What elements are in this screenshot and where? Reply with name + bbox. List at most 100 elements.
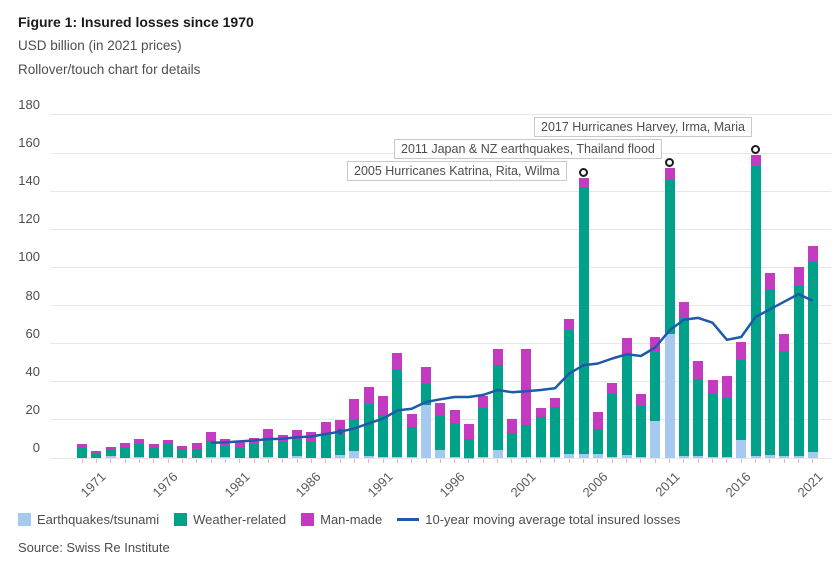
bar-2008-earthquakes-tsunami[interactable]	[621, 455, 632, 458]
bar-2003-man-made[interactable]	[549, 398, 560, 407]
bar-1977-weather-related[interactable]	[177, 449, 188, 458]
bar-2015-man-made[interactable]	[721, 376, 732, 398]
bar-1980-weather-related[interactable]	[220, 445, 231, 458]
bar-1987-weather-related[interactable]	[320, 433, 331, 458]
bar-2003-weather-related[interactable]	[549, 406, 560, 458]
bar-1986-weather-related[interactable]	[306, 440, 317, 458]
bar-2008-man-made[interactable]	[621, 337, 632, 357]
bar-2010-man-made[interactable]	[650, 336, 661, 353]
bar-1978-weather-related[interactable]	[191, 449, 202, 458]
bar-1983-earthquakes-tsunami[interactable]	[263, 456, 274, 458]
bar-2007-weather-related[interactable]	[607, 393, 618, 458]
bar-1972-weather-related[interactable]	[105, 449, 116, 457]
bar-1973-weather-related[interactable]	[120, 447, 131, 458]
bar-2017-man-made[interactable]	[750, 154, 761, 167]
bar-2006-weather-related[interactable]	[592, 429, 603, 455]
bar-2015-earthquakes-tsunami[interactable]	[721, 457, 732, 459]
bar-1984-man-made[interactable]	[277, 434, 288, 443]
bar-2013-earthquakes-tsunami[interactable]	[693, 456, 704, 458]
bar-2020-man-made[interactable]	[793, 267, 804, 287]
bar-2010-weather-related[interactable]	[650, 352, 661, 421]
bar-2016-man-made[interactable]	[736, 341, 747, 360]
bar-2014-earthquakes-tsunami[interactable]	[707, 457, 718, 459]
bar-1999-man-made[interactable]	[492, 349, 503, 365]
bar-2005-earthquakes-tsunami[interactable]	[578, 454, 589, 458]
bar-2013-weather-related[interactable]	[693, 378, 704, 457]
bar-2000-man-made[interactable]	[506, 419, 517, 434]
bar-2014-man-made[interactable]	[707, 380, 718, 394]
bar-2002-earthquakes-tsunami[interactable]	[535, 457, 546, 459]
bar-1973-man-made[interactable]	[120, 442, 131, 448]
bar-2006-man-made[interactable]	[592, 412, 603, 430]
bar-1985-weather-related[interactable]	[292, 438, 303, 456]
bar-1985-man-made[interactable]	[292, 429, 303, 439]
bar-1989-weather-related[interactable]	[349, 419, 360, 452]
bar-1976-earthquakes-tsunami[interactable]	[163, 457, 174, 459]
bar-2021-man-made[interactable]	[807, 246, 818, 262]
bar-1996-man-made[interactable]	[449, 409, 460, 424]
bar-2008-weather-related[interactable]	[621, 356, 632, 456]
bar-1995-earthquakes-tsunami[interactable]	[435, 450, 446, 458]
bar-2007-earthquakes-tsunami[interactable]	[607, 457, 618, 459]
bar-1999-earthquakes-tsunami[interactable]	[492, 450, 503, 458]
bar-1994-earthquakes-tsunami[interactable]	[421, 404, 431, 458]
bar-1991-man-made[interactable]	[378, 396, 389, 416]
bar-1972-earthquakes-tsunami[interactable]	[105, 456, 116, 458]
bar-2005-man-made[interactable]	[578, 177, 589, 188]
bar-2019-weather-related[interactable]	[779, 351, 790, 457]
bar-2001-earthquakes-tsunami[interactable]	[521, 457, 532, 459]
bar-1972-man-made[interactable]	[105, 446, 116, 450]
bar-2011-man-made[interactable]	[664, 168, 675, 180]
bar-1970-weather-related[interactable]	[77, 447, 88, 458]
bar-1974-man-made[interactable]	[134, 438, 145, 444]
bar-1991-weather-related[interactable]	[378, 415, 389, 458]
bar-2018-man-made[interactable]	[764, 273, 775, 291]
bar-1994-weather-related[interactable]	[421, 383, 431, 405]
bar-1986-man-made[interactable]	[306, 432, 317, 441]
bar-1982-weather-related[interactable]	[249, 444, 260, 458]
bar-1997-man-made[interactable]	[463, 423, 474, 439]
bar-1976-man-made[interactable]	[163, 440, 174, 444]
bar-2021-weather-related[interactable]	[807, 261, 818, 453]
bar-2002-man-made[interactable]	[535, 408, 546, 418]
bar-1992-weather-related[interactable]	[392, 370, 403, 458]
bar-1984-weather-related[interactable]	[277, 442, 288, 458]
bar-1992-man-made[interactable]	[392, 353, 403, 371]
bar-2018-weather-related[interactable]	[764, 290, 775, 456]
bar-1975-weather-related[interactable]	[148, 447, 159, 458]
bar-2019-man-made[interactable]	[779, 334, 790, 352]
bar-1983-man-made[interactable]	[263, 429, 274, 438]
bar-1992-earthquakes-tsunami[interactable]	[392, 457, 403, 459]
bar-1981-weather-related[interactable]	[234, 447, 245, 458]
bar-1979-man-made[interactable]	[206, 432, 217, 441]
bar-1997-weather-related[interactable]	[463, 438, 474, 458]
bar-2011-weather-related[interactable]	[664, 179, 675, 335]
bar-2016-weather-related[interactable]	[736, 359, 747, 440]
bar-1996-weather-related[interactable]	[449, 423, 460, 458]
bar-2001-weather-related[interactable]	[521, 424, 532, 458]
bar-1993-weather-related[interactable]	[406, 426, 417, 458]
bar-2004-weather-related[interactable]	[564, 330, 575, 455]
bar-1989-earthquakes-tsunami[interactable]	[349, 451, 360, 458]
bar-1979-earthquakes-tsunami[interactable]	[206, 457, 217, 459]
bar-1971-man-made[interactable]	[91, 451, 102, 454]
bar-2003-earthquakes-tsunami[interactable]	[549, 457, 560, 459]
bar-2001-man-made[interactable]	[521, 349, 532, 425]
bar-2019-earthquakes-tsunami[interactable]	[779, 456, 790, 458]
bar-2016-earthquakes-tsunami[interactable]	[736, 439, 747, 458]
bar-2015-weather-related[interactable]	[721, 397, 732, 458]
bar-1995-man-made[interactable]	[435, 402, 446, 417]
bar-2010-earthquakes-tsunami[interactable]	[650, 420, 661, 458]
bar-1974-earthquakes-tsunami[interactable]	[134, 457, 145, 459]
bar-1988-earthquakes-tsunami[interactable]	[335, 455, 346, 458]
bar-2012-man-made[interactable]	[678, 301, 689, 318]
bar-2020-earthquakes-tsunami[interactable]	[793, 456, 804, 458]
bar-2020-weather-related[interactable]	[793, 286, 804, 457]
bar-2000-weather-related[interactable]	[506, 433, 517, 458]
bar-1982-man-made[interactable]	[249, 437, 260, 445]
bar-1998-weather-related[interactable]	[478, 407, 489, 458]
bar-1994-man-made[interactable]	[421, 366, 431, 384]
bar-1987-man-made[interactable]	[320, 421, 331, 434]
bar-1976-weather-related[interactable]	[163, 443, 174, 458]
bar-1983-weather-related[interactable]	[263, 437, 274, 457]
